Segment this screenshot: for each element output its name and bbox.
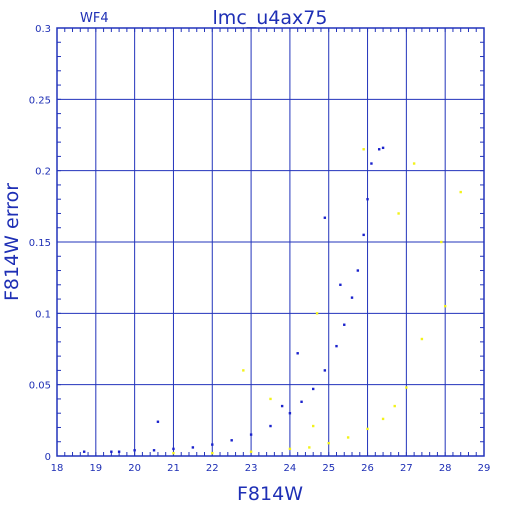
x-tick-label: 27 <box>400 463 413 474</box>
data-point <box>242 369 245 372</box>
x-tick-label: 29 <box>478 463 491 474</box>
x-tick-label: 24 <box>284 463 297 474</box>
chart-title: lmc_u4ax75 <box>213 7 328 29</box>
data-point <box>230 439 233 442</box>
data-point <box>249 450 253 453</box>
data-point <box>362 233 365 237</box>
data-point <box>377 148 381 151</box>
y-tick-labels: 0 0.05 0.1 0.15 0.2 0.25 0.3 <box>29 24 51 463</box>
data-point <box>288 447 292 451</box>
data-point <box>308 446 311 449</box>
data-point <box>191 446 195 449</box>
data-point <box>412 162 416 165</box>
data-point <box>366 427 369 431</box>
data-point <box>172 451 175 455</box>
plot-frame <box>56 27 485 457</box>
data-point <box>459 190 462 194</box>
data-point <box>117 450 121 453</box>
data-point <box>315 312 319 315</box>
data-point <box>323 369 327 372</box>
data-point <box>370 162 373 165</box>
x-tick-label: 26 <box>361 463 374 474</box>
y-tick-label: 0.15 <box>29 238 51 249</box>
x-tick-label: 19 <box>89 463 102 474</box>
data-point <box>350 296 354 299</box>
y-tick-label: 0.3 <box>35 24 51 35</box>
data-point <box>405 386 408 389</box>
x-tick-label: 22 <box>206 463 219 474</box>
y-axis-label: F814W error <box>1 183 23 301</box>
data-point <box>443 305 447 308</box>
chart-subtitle: WF4 <box>80 11 109 26</box>
data-point <box>323 216 327 219</box>
y-tick-label: 0.05 <box>29 381 51 392</box>
data-point <box>269 424 272 428</box>
data-points <box>82 146 462 455</box>
x-tick-label: 18 <box>51 463 64 474</box>
data-point <box>366 198 369 201</box>
x-tick-label: 20 <box>128 463 141 474</box>
data-point <box>327 441 330 445</box>
y-tick-label: 0.2 <box>35 167 51 178</box>
data-point <box>133 449 136 452</box>
data-point <box>296 352 299 355</box>
y-tick-label: 0.25 <box>29 95 51 106</box>
data-point <box>82 450 86 453</box>
data-point <box>211 443 214 446</box>
data-point <box>156 420 160 423</box>
data-point <box>381 417 385 421</box>
data-point <box>312 387 315 391</box>
data-point <box>346 436 350 439</box>
data-point <box>397 212 400 215</box>
data-point <box>312 424 315 428</box>
data-point <box>393 404 396 408</box>
data-point <box>249 433 253 436</box>
y-tick-label: 0.1 <box>35 309 51 320</box>
x-tick-label: 28 <box>439 463 452 474</box>
x-axis-label: F814W <box>237 483 303 505</box>
data-point <box>288 412 292 415</box>
x-tick-label: 25 <box>322 463 335 474</box>
data-point <box>110 450 113 453</box>
data-point <box>269 397 272 401</box>
data-point <box>420 337 424 341</box>
data-point <box>440 240 443 244</box>
data-point <box>280 404 284 408</box>
data-point <box>339 283 342 286</box>
data-point <box>381 146 385 150</box>
data-point <box>335 344 338 348</box>
x-tick-labels: 18 19 20 21 22 23 24 25 26 27 28 29 <box>51 463 491 474</box>
data-point <box>300 400 303 403</box>
y-tick-label: 0 <box>45 452 51 463</box>
data-point <box>211 451 214 455</box>
data-point <box>343 323 346 326</box>
x-tick-label: 21 <box>167 463 180 474</box>
data-point <box>172 447 175 451</box>
data-point <box>356 269 360 272</box>
x-tick-label: 23 <box>245 463 258 474</box>
data-point <box>152 449 156 452</box>
data-point <box>362 148 365 151</box>
